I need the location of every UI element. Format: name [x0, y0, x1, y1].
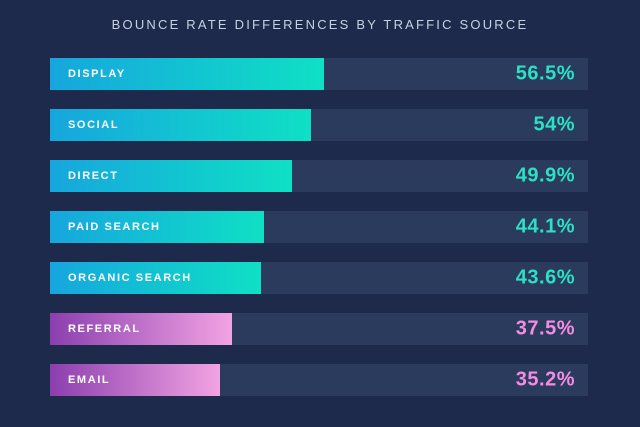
bar-row-organic-search: ORGANIC SEARCH 43.6%	[50, 262, 588, 294]
bar-label: ORGANIC SEARCH	[68, 272, 192, 284]
bar-label: REFERRAL	[68, 323, 141, 335]
bar-value: 37.5%	[515, 317, 575, 340]
bar-row-paid-search: PAID SEARCH 44.1%	[50, 211, 588, 243]
bar-value: 49.9%	[515, 164, 575, 187]
bar-rows: DISPLAY 56.5% SOCIAL 54% DIRECT 49.9% PA…	[50, 58, 588, 396]
bar-label: SOCIAL	[68, 119, 120, 131]
bar-label: PAID SEARCH	[68, 221, 161, 233]
bar-fill: ORGANIC SEARCH	[50, 262, 262, 294]
bar-row-display: DISPLAY 56.5%	[50, 58, 588, 90]
bar-fill: PAID SEARCH	[50, 211, 264, 243]
bar-row-social: SOCIAL 54%	[50, 109, 588, 141]
bar-value: 56.5%	[515, 62, 575, 85]
bar-value: 35.2%	[515, 368, 575, 391]
bar-fill: REFERRAL	[50, 313, 232, 345]
bar-value: 54%	[533, 113, 575, 136]
bar-value: 44.1%	[515, 215, 575, 238]
bar-row-email: EMAIL 35.2%	[50, 364, 588, 396]
bar-value: 43.6%	[515, 266, 575, 289]
bar-label: EMAIL	[68, 374, 111, 386]
bar-fill: SOCIAL	[50, 109, 312, 141]
bar-label: DISPLAY	[68, 68, 126, 80]
chart-title: BOUNCE RATE DIFFERENCES BY TRAFFIC SOURC…	[111, 17, 529, 32]
bar-fill: DISPLAY	[50, 58, 324, 90]
bar-label: DIRECT	[68, 170, 119, 182]
bar-fill: DIRECT	[50, 160, 292, 192]
bar-row-referral: REFERRAL 37.5%	[50, 313, 588, 345]
bar-row-direct: DIRECT 49.9%	[50, 160, 588, 192]
bar-fill: EMAIL	[50, 364, 221, 396]
